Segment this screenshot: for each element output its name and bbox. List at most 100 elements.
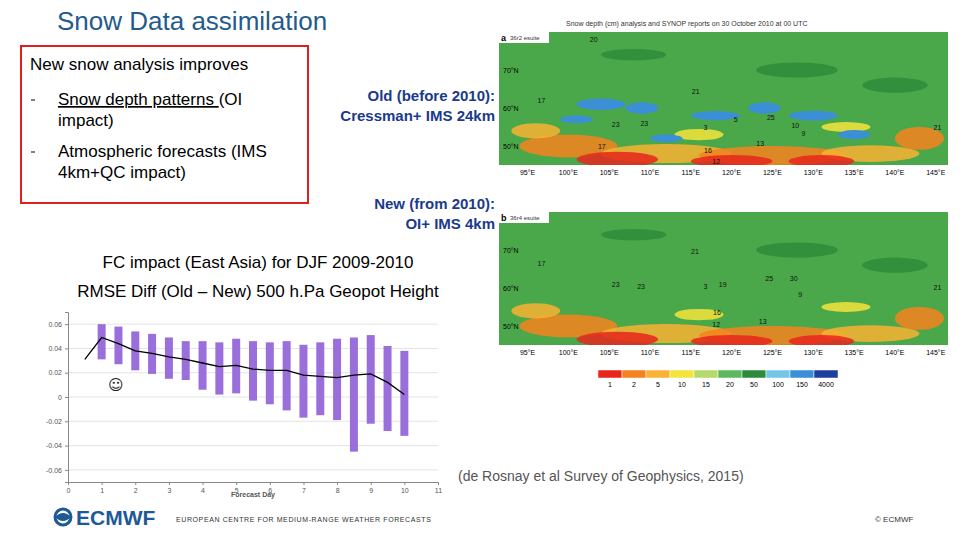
tick: 4 <box>201 482 205 494</box>
synop-report: 20 <box>590 36 598 43</box>
tick: 0.02 <box>48 369 68 376</box>
range-bar <box>316 342 324 415</box>
range-bar <box>266 342 274 404</box>
panel-run: 36r4 esuite <box>510 215 540 221</box>
tick-mark <box>65 373 68 374</box>
chart: -0.06-0.04-0.0200.020.040.06012345678910… <box>46 313 442 500</box>
box-title: New snow analysis improves <box>30 55 248 74</box>
map-background <box>499 32 948 165</box>
tick: 11 <box>435 482 442 494</box>
map-patch <box>691 335 773 345</box>
tick-mark <box>65 421 68 422</box>
lon-label: 115°E <box>682 169 701 176</box>
colorbar: 125101520501001504000 <box>598 370 838 388</box>
chart-title: FC impact (East Asia) for DJF 2009-2010 <box>103 253 414 272</box>
synop-report: 13 <box>759 318 767 325</box>
run-label: Cressman+ IMS 24km <box>340 107 495 124</box>
copyright: © ECMWF <box>875 515 913 524</box>
tick-mark <box>337 482 338 485</box>
colorbar-swatch <box>790 370 814 378</box>
lat-label: 70°N <box>503 67 519 74</box>
colorbar-swatch <box>622 370 646 378</box>
range-bar <box>367 335 375 424</box>
map-patch <box>789 111 838 121</box>
map-area <box>499 212 948 345</box>
synop-report: 3 <box>704 124 708 131</box>
bullet-line: Snow depth patterns (OI <box>58 90 242 109</box>
plot-marks <box>85 324 409 452</box>
background <box>0 0 960 540</box>
bullet-segment: Atmospheric forecasts (IMS <box>58 142 267 161</box>
map-patch <box>789 155 854 165</box>
tick-label: 10 <box>401 487 409 494</box>
synop-report: 19 <box>719 281 727 288</box>
synop-report: 17 <box>538 260 546 267</box>
map-background <box>499 212 948 345</box>
synop-report: 21 <box>692 88 700 95</box>
tick-mark <box>65 324 68 325</box>
tick: 0.04 <box>48 345 68 352</box>
tick: -0.02 <box>46 418 68 425</box>
colorbar-label: 5 <box>656 381 660 388</box>
tick-mark <box>270 482 271 485</box>
tick-label: -0.06 <box>46 467 62 474</box>
tick: 7 <box>302 482 306 494</box>
lat-label: 60°N <box>503 285 519 292</box>
tick-label: 8 <box>336 487 340 494</box>
lat-label: 50°N <box>503 143 519 150</box>
map-panel: a36r2 esuite70°N60°N50°N95°E100°E105°E11… <box>499 32 948 176</box>
synop-report: 12 <box>712 158 720 165</box>
panel-run: 36r2 esuite <box>510 35 540 41</box>
colorbar-swatch <box>646 370 670 378</box>
lon-label: 125°E <box>763 349 782 356</box>
tick-label: 0 <box>67 487 71 494</box>
synop-report: 13 <box>756 140 764 147</box>
colorbar-label: 10 <box>678 381 686 388</box>
map-patch <box>626 102 659 113</box>
tick-label: 3 <box>167 487 171 494</box>
tick-mark <box>303 482 304 485</box>
bullet-line: impact) <box>58 111 114 130</box>
map-patch <box>691 155 773 165</box>
tick: 1 <box>100 482 104 494</box>
map-patch <box>691 111 740 120</box>
tick-label: 9 <box>369 487 373 494</box>
slide: Snow Data assimilationNew snow analysis … <box>0 0 960 540</box>
tick: -0.04 <box>46 442 68 449</box>
map-patch <box>577 152 659 165</box>
lon-label: 130°E <box>804 349 823 356</box>
colorbar-label: 20 <box>726 381 734 388</box>
colorbar-swatch <box>742 370 766 378</box>
tick-label: 11 <box>435 487 442 494</box>
tick-mark <box>169 482 170 485</box>
range-bar <box>283 341 291 410</box>
map-patch <box>838 130 871 139</box>
map-patch <box>821 302 870 312</box>
map-title: Snow depth (cm) analysis and SYNOP repor… <box>566 20 808 28</box>
panel-label: a <box>501 33 507 43</box>
tick-mark <box>135 482 136 485</box>
synop-report: 21 <box>933 284 941 291</box>
range-bar <box>350 338 358 452</box>
map-patch <box>577 332 659 345</box>
tick-label: 1 <box>100 487 104 494</box>
map-patch <box>560 116 593 124</box>
colorbar-label: 150 <box>796 381 808 388</box>
map-patch <box>511 303 560 318</box>
map-patch <box>821 122 870 132</box>
range-bar <box>215 342 223 394</box>
range-bar <box>333 339 341 420</box>
grid-line <box>68 469 438 470</box>
map-patch <box>675 309 724 320</box>
tick: 0.06 <box>48 321 68 328</box>
lon-label: 145°E <box>926 349 945 356</box>
lon-label: 105°E <box>600 169 619 176</box>
lon-label: 100°E <box>559 349 578 356</box>
tick-label: 0.04 <box>48 345 62 352</box>
lon-label: 135°E <box>845 349 864 356</box>
synop-report: 9 <box>802 130 806 137</box>
synop-report: 30 <box>790 275 798 282</box>
tick-label: 7 <box>302 487 306 494</box>
colorbar-label: 50 <box>750 381 758 388</box>
bullet-marker <box>31 152 35 153</box>
